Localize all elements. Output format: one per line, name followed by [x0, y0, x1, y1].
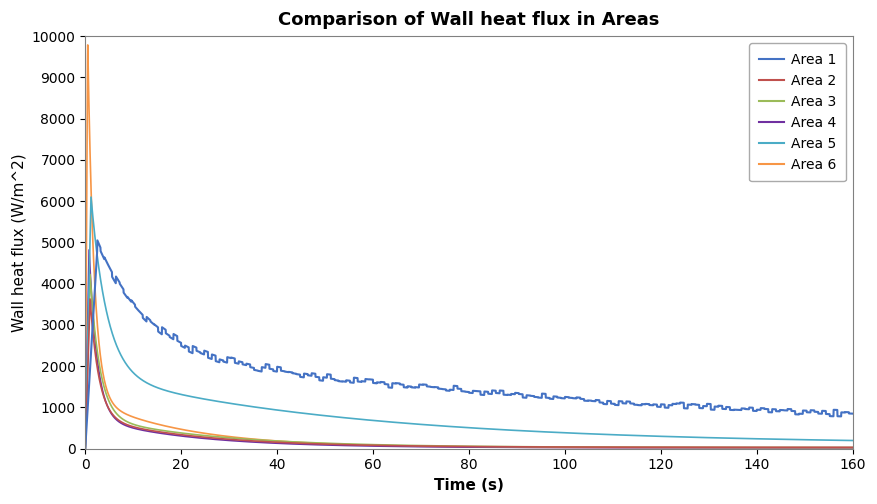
Area 4 — [80, 446, 90, 452]
Area 4 — [638, 445, 648, 451]
Area 1 — [445, 387, 455, 393]
Area 2 — [445, 444, 455, 450]
Area 6 — [80, 446, 90, 452]
Area 6 — [403, 443, 413, 449]
Area 1 — [403, 383, 413, 389]
Area 5 — [409, 421, 419, 427]
Line: Area 6: Area 6 — [85, 45, 852, 449]
Line: Area 5: Area 5 — [85, 197, 852, 449]
Area 5 — [638, 433, 648, 439]
Area 6 — [409, 443, 419, 449]
Legend: Area 1, Area 2, Area 3, Area 4, Area 5, Area 6: Area 1, Area 2, Area 3, Area 4, Area 5, … — [749, 43, 845, 181]
Area 2 — [409, 443, 419, 449]
Area 3 — [786, 445, 796, 451]
Area 6 — [847, 445, 858, 451]
Area 5 — [86, 194, 96, 200]
Line: Area 2: Area 2 — [85, 299, 852, 449]
Area 2 — [847, 445, 858, 451]
Area 3 — [638, 444, 648, 450]
Y-axis label: Wall heat flux (W/m^2): Wall heat flux (W/m^2) — [11, 153, 26, 332]
Line: Area 3: Area 3 — [85, 274, 852, 449]
Area 4 — [445, 444, 455, 450]
Area 1 — [847, 411, 858, 417]
Area 4 — [84, 247, 95, 253]
Area 5 — [80, 446, 90, 452]
Area 4 — [786, 445, 796, 451]
Area 6 — [786, 445, 796, 451]
Line: Area 4: Area 4 — [85, 250, 852, 449]
Area 2 — [80, 446, 90, 452]
Area 2 — [85, 296, 96, 302]
Area 1 — [786, 406, 796, 412]
Area 1 — [80, 445, 90, 451]
Area 3 — [445, 443, 455, 449]
Area 3 — [409, 443, 419, 449]
Area 4 — [847, 445, 858, 451]
Area 4 — [824, 445, 835, 451]
Line: Area 1: Area 1 — [85, 240, 852, 448]
Area 3 — [403, 443, 413, 449]
Area 5 — [403, 420, 413, 426]
Area 3 — [824, 445, 835, 451]
X-axis label: Time (s): Time (s) — [434, 478, 504, 493]
Area 4 — [403, 444, 413, 450]
Area 5 — [786, 436, 796, 443]
Area 3 — [80, 446, 90, 452]
Area 5 — [824, 437, 835, 443]
Area 2 — [403, 443, 413, 449]
Area 1 — [638, 401, 648, 407]
Area 3 — [85, 271, 96, 277]
Area 2 — [824, 445, 835, 451]
Area 1 — [409, 385, 419, 391]
Area 6 — [638, 445, 648, 451]
Area 1 — [92, 237, 103, 243]
Area 4 — [409, 444, 419, 450]
Area 5 — [445, 423, 455, 429]
Area 1 — [824, 411, 835, 417]
Area 2 — [786, 445, 796, 451]
Area 6 — [445, 444, 455, 450]
Title: Comparison of Wall heat flux in Areas: Comparison of Wall heat flux in Areas — [278, 11, 660, 29]
Area 6 — [82, 42, 93, 48]
Area 2 — [638, 444, 648, 450]
Area 5 — [847, 437, 858, 444]
Area 6 — [824, 445, 835, 451]
Area 3 — [847, 445, 858, 451]
